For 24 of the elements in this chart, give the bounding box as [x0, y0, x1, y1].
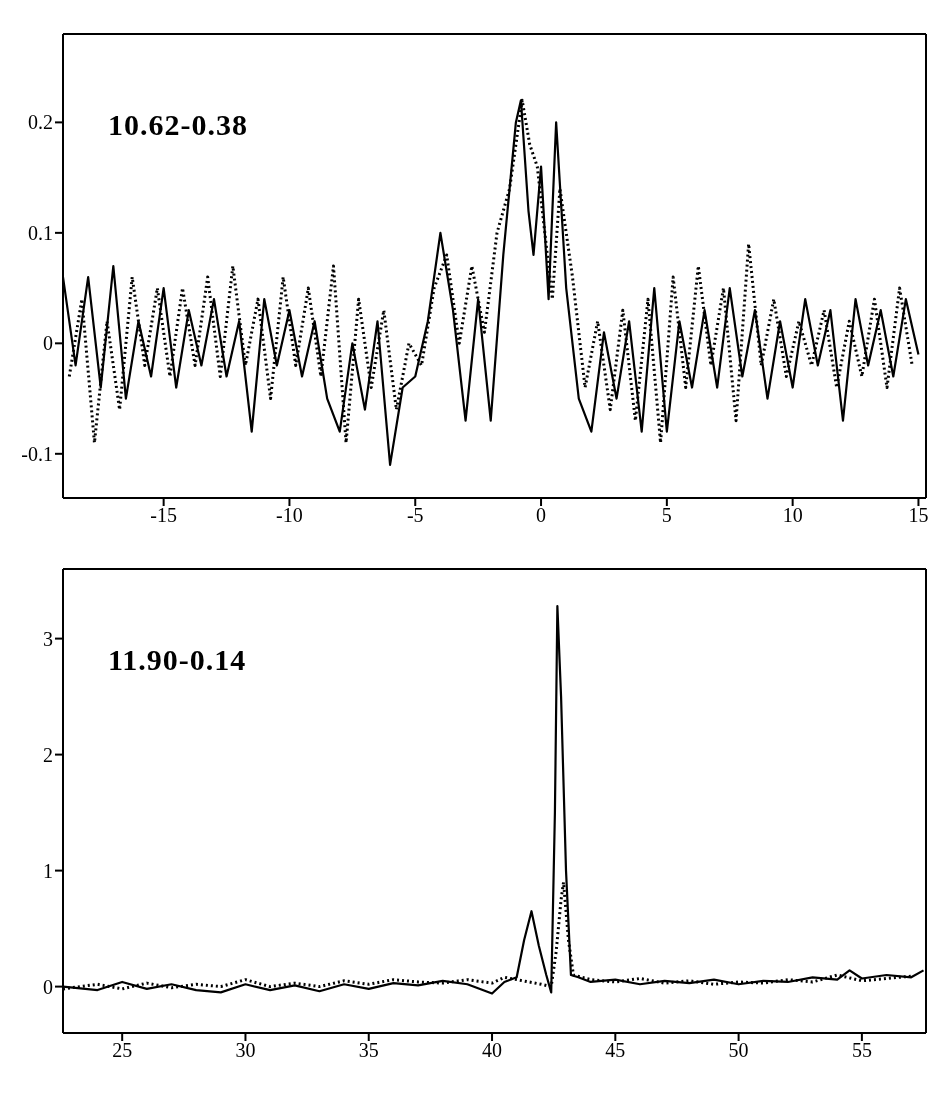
x-tick-label: -10 [276, 504, 303, 527]
x-tick-label: 30 [235, 1039, 256, 1062]
y-tick-label: -0.1 [21, 442, 53, 465]
x-tick-label: -5 [406, 504, 424, 527]
annotation: 10.62-0.38 [108, 108, 248, 142]
x-tick-label: 0 [536, 504, 547, 527]
y-tick-label: 2 [43, 743, 53, 766]
y-tick-label: 0 [43, 332, 53, 355]
annotation: 11.90-0.14 [108, 643, 247, 677]
x-tick-label: -15 [150, 504, 177, 527]
x-tick-label: 35 [358, 1039, 379, 1062]
x-tick-label: 15 [908, 504, 929, 527]
x-tick-label: 45 [605, 1039, 626, 1062]
x-tick-label: 10 [782, 504, 803, 527]
x-tick-label: 55 [851, 1039, 872, 1062]
x-tick-label: 50 [728, 1039, 749, 1062]
x-tick-label: 5 [661, 504, 672, 527]
y-tick-label: 1 [43, 859, 53, 882]
y-tick-label: 0.1 [28, 221, 53, 244]
y-tick-label: 3 [43, 627, 53, 650]
x-tick-label: 40 [482, 1039, 503, 1062]
x-tick-label: 25 [112, 1039, 133, 1062]
y-tick-label: 0 [43, 975, 53, 998]
y-tick-label: 0.2 [28, 111, 53, 134]
